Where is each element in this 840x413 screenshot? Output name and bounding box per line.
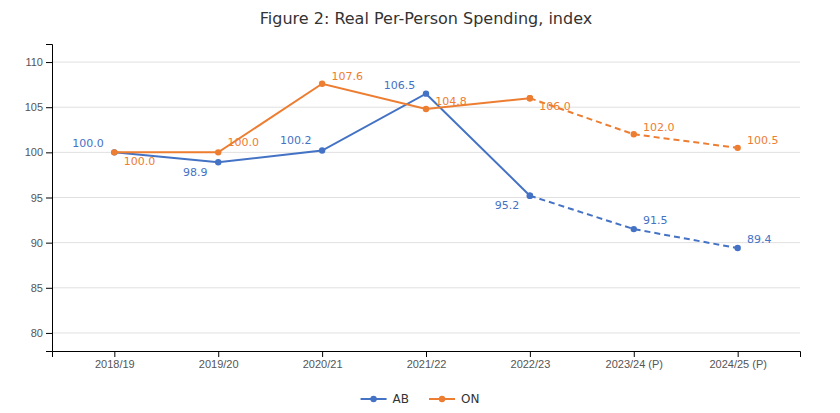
x-tick-label: 2018/19 <box>95 358 135 370</box>
data-label: 98.9 <box>183 166 208 179</box>
point <box>527 192 533 198</box>
x-axis-line <box>53 352 801 358</box>
point <box>527 95 533 101</box>
point <box>734 245 740 251</box>
x-tick-mark <box>634 351 635 357</box>
x-tick-mark <box>426 351 427 357</box>
point <box>734 145 740 151</box>
x-tick-mark <box>738 351 739 357</box>
data-label: 89.4 <box>747 233 772 246</box>
series-line <box>114 84 530 153</box>
point <box>111 149 117 155</box>
x-tick-label: 2021/22 <box>407 358 447 370</box>
data-label: 106.0 <box>539 100 571 113</box>
x-tick-label: 2023/24 (P) <box>606 358 663 370</box>
x-tick: 2023/24 (P) <box>606 351 663 370</box>
y-axis-line <box>46 45 53 352</box>
y-tick-mark <box>46 107 52 108</box>
point <box>527 192 533 198</box>
x-tick-mark <box>218 351 219 357</box>
title: Figure 2: Real Per-Person Spending, inde… <box>260 9 592 28</box>
grid-line <box>52 287 800 288</box>
series-line <box>530 98 738 148</box>
series-line <box>114 94 530 196</box>
y-tick: 105 <box>25 101 52 113</box>
y-tick-label: 90 <box>31 237 43 249</box>
data-label: 106.5 <box>384 79 416 92</box>
y-axis: 80 85 90 95 100 105 110 <box>25 45 53 352</box>
y-tick-mark <box>46 198 52 199</box>
y-tick-label: 105 <box>25 101 43 113</box>
y-tick-label: 110 <box>25 56 43 68</box>
x-tick: 2019/20 <box>199 351 239 370</box>
x-tick-label: 2022/23 <box>511 358 551 370</box>
y-tick: 85 <box>31 282 52 294</box>
x-axis: 2018/19 2019/20 2020/21 2021/22 2022/23 2023/… <box>53 351 801 370</box>
y-tick-mark <box>46 243 52 244</box>
point <box>631 226 637 232</box>
data-labels: 100.0 98.9 100.2 106.5 95.2 91.5 89.4 100.0 100.… <box>72 70 778 246</box>
data-label: 100.2 <box>280 134 312 147</box>
legend-label: ON <box>461 392 479 406</box>
grid-line <box>52 332 800 333</box>
point <box>215 159 221 165</box>
x-tick: 2024/25 (P) <box>709 351 766 370</box>
chart: 808590951001051102018/192019/202020/2120… <box>0 0 840 413</box>
y-tick-mark <box>46 333 52 334</box>
point <box>527 95 533 101</box>
y-tick: 110 <box>25 56 52 68</box>
point <box>319 147 325 153</box>
y-tick: 95 <box>31 192 52 204</box>
legend-label: AB <box>393 392 409 406</box>
y-tick-label: 95 <box>31 192 43 204</box>
x-tick-mark <box>322 351 323 357</box>
x-tick: 2018/19 <box>95 351 135 370</box>
point <box>215 149 221 155</box>
data-label: 100.0 <box>228 136 260 149</box>
x-tick-mark <box>114 351 115 357</box>
y-tick: 100 <box>25 146 52 158</box>
y-tick: 80 <box>31 327 52 339</box>
data-label: 91.5 <box>643 214 668 227</box>
x-tick: 2021/22 <box>407 351 447 370</box>
y-tick-label: 85 <box>31 282 43 294</box>
point <box>423 90 429 96</box>
point <box>319 81 325 87</box>
data-label: 107.6 <box>331 70 363 83</box>
legend-marker <box>439 396 445 402</box>
data-label: 100.5 <box>747 134 779 147</box>
grid-line <box>52 62 800 63</box>
x-tick-label: 2020/21 <box>303 358 343 370</box>
x-tick-label: 2024/25 (P) <box>709 358 766 370</box>
y-tick-label: 100 <box>25 146 43 158</box>
legend-item: AB <box>361 392 409 406</box>
data-label: 102.0 <box>643 121 675 134</box>
y-tick-mark <box>46 152 52 153</box>
y-tick-mark <box>46 62 52 63</box>
legend: AB ON <box>361 392 480 406</box>
legend-marker <box>370 396 376 402</box>
legend-item: ON <box>429 392 479 406</box>
y-tick: 90 <box>31 237 52 249</box>
point <box>111 149 117 155</box>
point <box>423 106 429 112</box>
data-label: 100.0 <box>72 137 104 150</box>
x-tick-label: 2019/20 <box>199 358 239 370</box>
x-tick: 2022/23 <box>511 351 551 370</box>
grid-line <box>52 197 800 198</box>
y-tick-mark <box>46 288 52 289</box>
grid-line <box>52 242 800 243</box>
marks <box>111 81 741 252</box>
data-label: 104.8 <box>435 95 467 108</box>
point <box>631 131 637 137</box>
data-label: 100.0 <box>124 155 156 168</box>
x-tick: 2020/21 <box>303 351 343 370</box>
grid <box>52 62 800 333</box>
data-label: 95.2 <box>495 199 520 212</box>
y-tick-label: 80 <box>31 327 43 339</box>
x-tick-mark <box>530 351 531 357</box>
series-line <box>530 196 738 248</box>
